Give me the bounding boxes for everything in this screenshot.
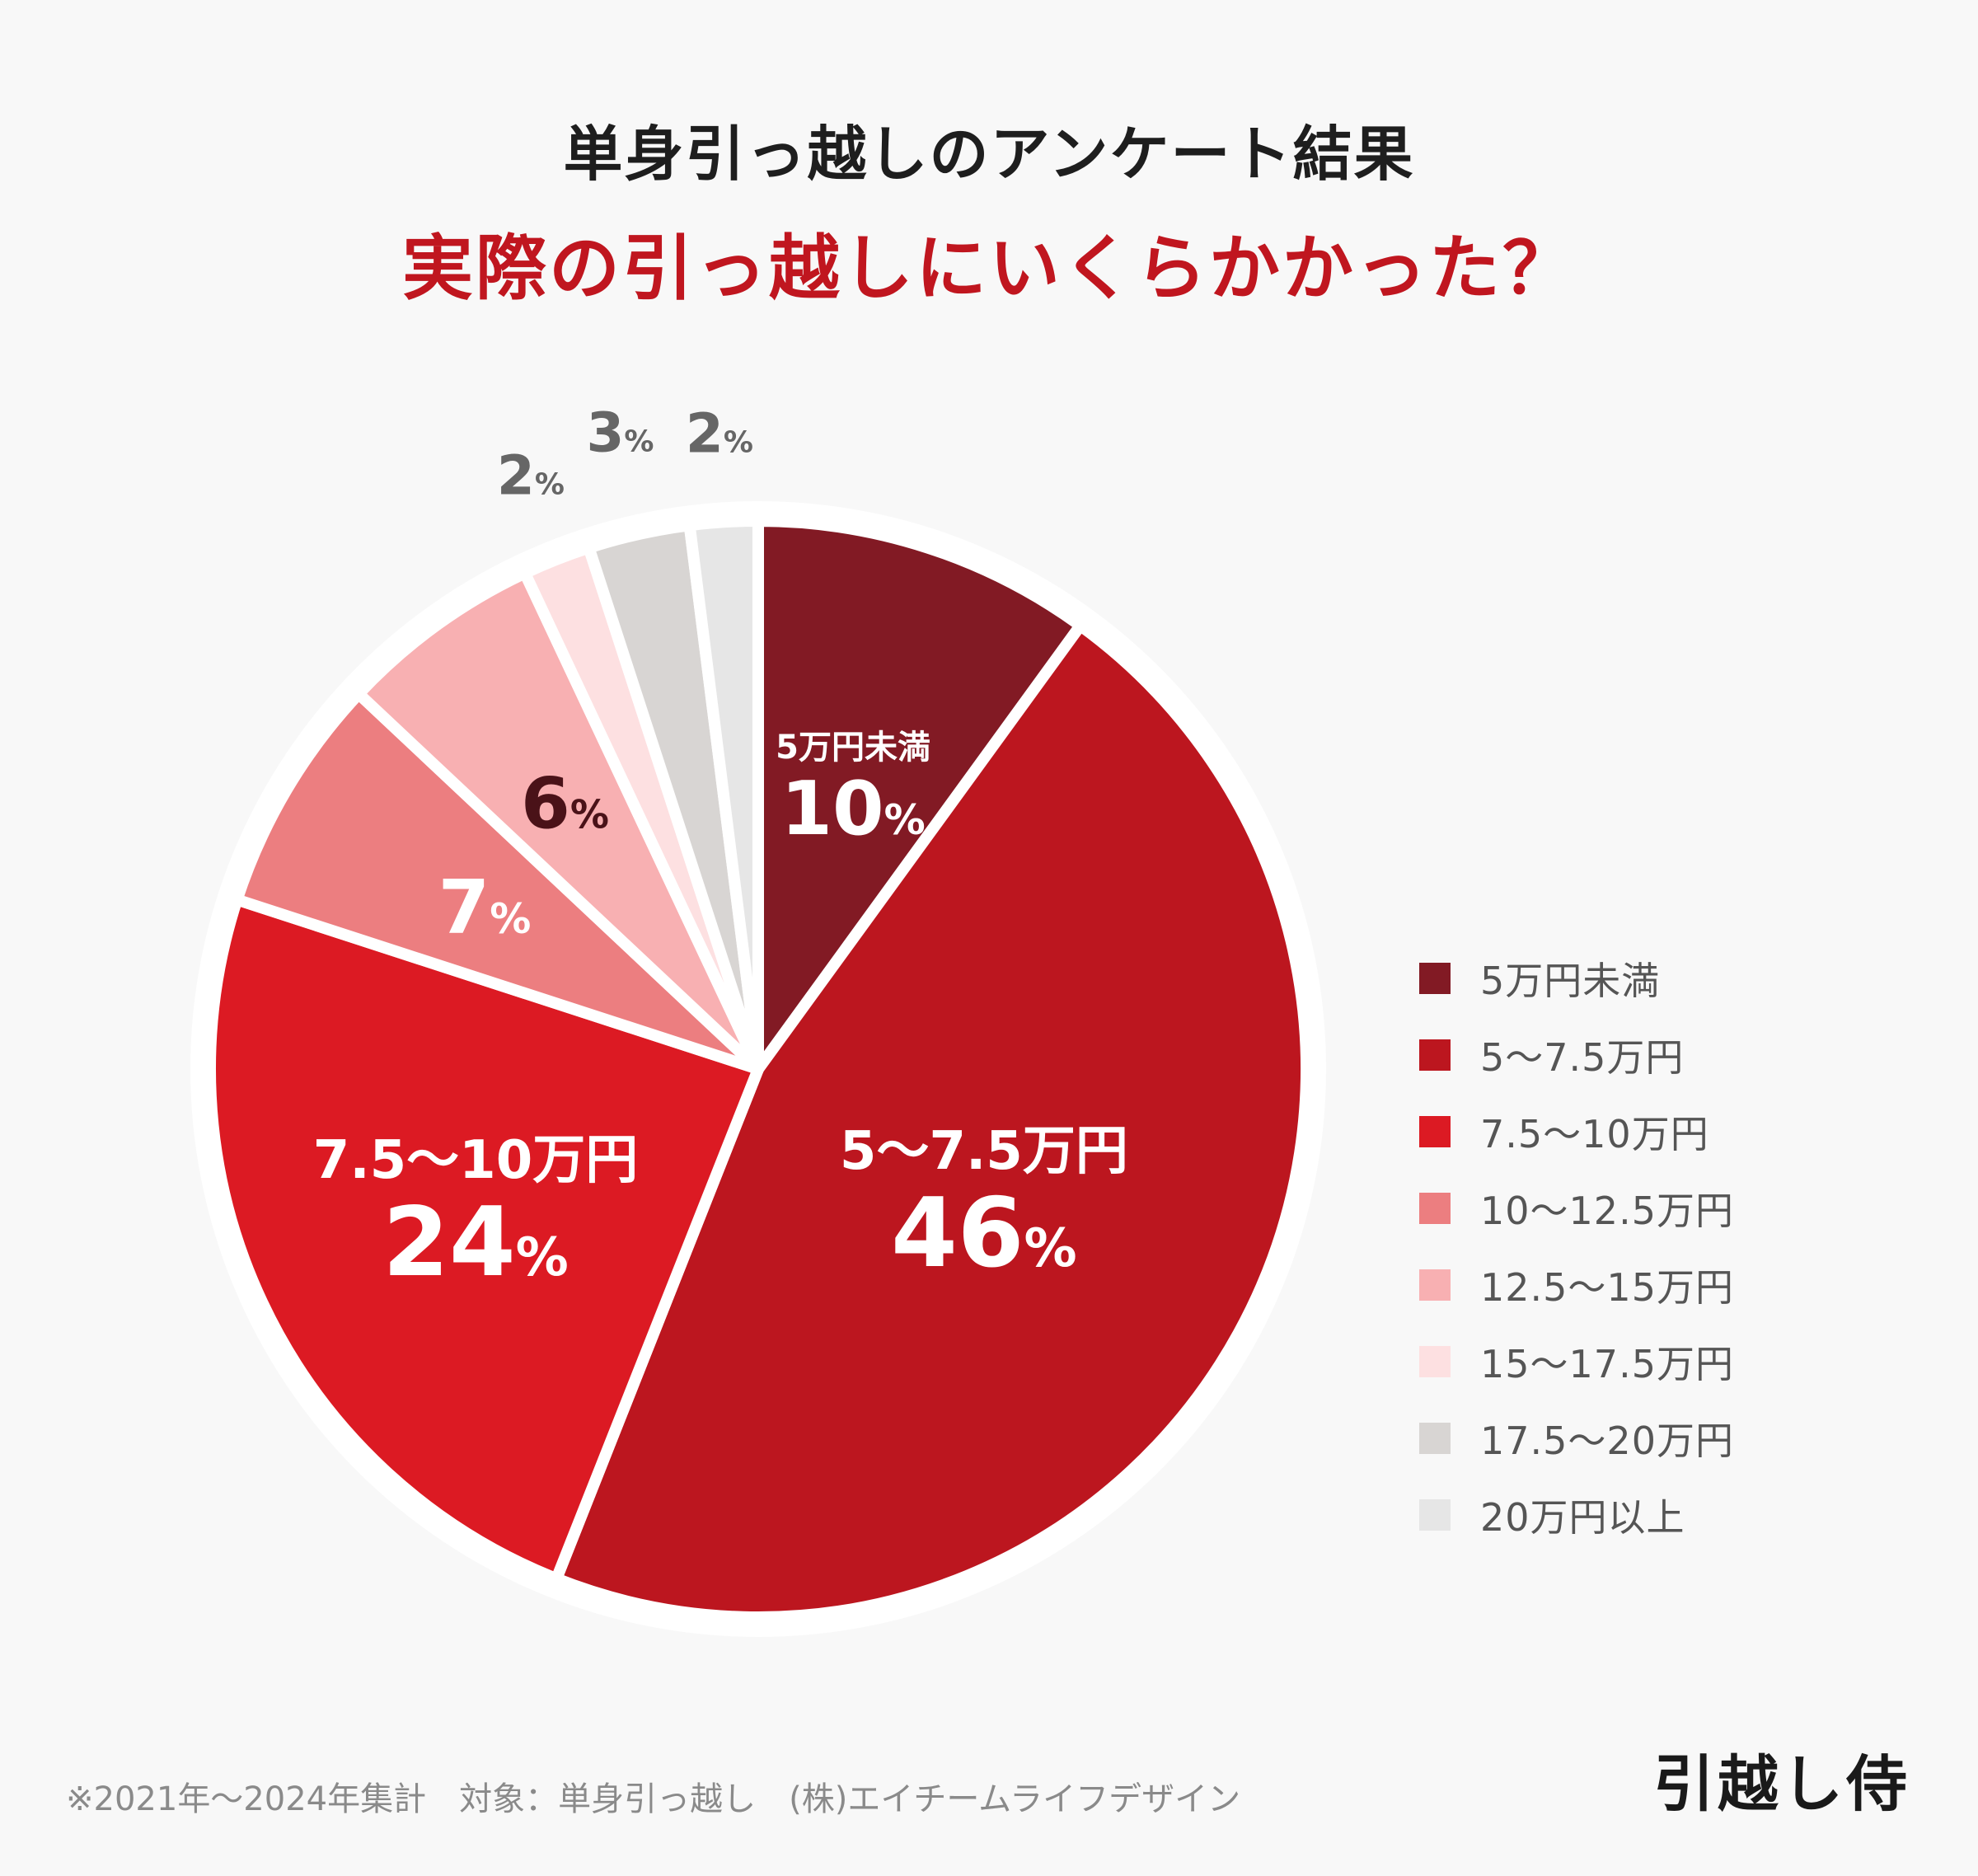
legend-item: 12.5～15万円 (1419, 1246, 1734, 1323)
pie-slice (204, 893, 764, 1585)
legend-item: 5万円未満 (1419, 940, 1734, 1016)
legend-swatch (1419, 1345, 1451, 1377)
pie-slice (353, 567, 764, 1075)
slice-percent-label: 24% (382, 1187, 569, 1298)
slice-name-label: 7.5～10万円 (313, 1130, 638, 1191)
legend-item: 20万円以上 (1419, 1476, 1734, 1553)
legend-item: 10～12.5万円 (1419, 1170, 1734, 1246)
slice-percent-label: 2% (686, 401, 753, 465)
slice-percent-label: 3% (586, 401, 654, 464)
slice-percent-label: 6% (521, 762, 609, 845)
slice-name-label: 5万円未満 (776, 729, 930, 767)
chart-title: 単身引っ越しのアンケート結果 (563, 120, 1415, 189)
pie-slice (231, 687, 764, 1075)
legend-label: 17.5～20万円 (1480, 1418, 1734, 1463)
legend-item: 17.5～20万円 (1419, 1400, 1734, 1476)
legend-label: 5万円未満 (1480, 958, 1661, 1003)
slice-percent-label: 10% (780, 766, 925, 852)
legend-swatch (1419, 1498, 1451, 1531)
legend-label: 7.5～10万円 (1480, 1111, 1709, 1156)
brand-logo: 引越し侍 (1653, 1749, 1910, 1820)
legend-label: 10～12.5万円 (1480, 1188, 1734, 1233)
pie-slice (683, 515, 764, 1075)
legend-label: 20万円以上 (1480, 1494, 1685, 1540)
pie-slice (551, 620, 1312, 1623)
legend: 5万円未満 5～7.5万円 7.5～10万円 10～12.5万円 12.5～15万円 15… (1419, 940, 1734, 1553)
chart-subtitle: 実際の引っ越しにいくらかかった？ (402, 227, 1576, 310)
footnote: ※2021年～2024年集計 対象：単身引っ越し (株)エイチームライフデザイン (66, 1780, 1241, 1818)
legend-swatch (1419, 1422, 1451, 1454)
legend-swatch (1419, 1039, 1451, 1071)
slice-percent-label: 46% (891, 1178, 1077, 1289)
legend-label: 15～17.5万円 (1480, 1341, 1734, 1386)
pie-slice (752, 515, 1086, 1075)
legend-item: 7.5～10万円 (1419, 1093, 1734, 1170)
legend-swatch (1419, 1192, 1451, 1224)
slice-name-label: 5～7.5万円 (840, 1121, 1128, 1182)
slice-percent-label: 2% (497, 444, 565, 508)
legend-label: 12.5～15万円 (1480, 1264, 1734, 1310)
legend-swatch (1419, 1269, 1451, 1301)
legend-item: 15～17.5万円 (1419, 1323, 1734, 1400)
slice-percent-label: 7% (438, 865, 532, 951)
pie-slices (190, 501, 1326, 1637)
legend-label: 5～7.5万円 (1480, 1034, 1685, 1080)
legend-item: 5～7.5万円 (1419, 1016, 1734, 1093)
legend-swatch (1419, 1115, 1451, 1147)
legend-swatch (1419, 962, 1451, 994)
